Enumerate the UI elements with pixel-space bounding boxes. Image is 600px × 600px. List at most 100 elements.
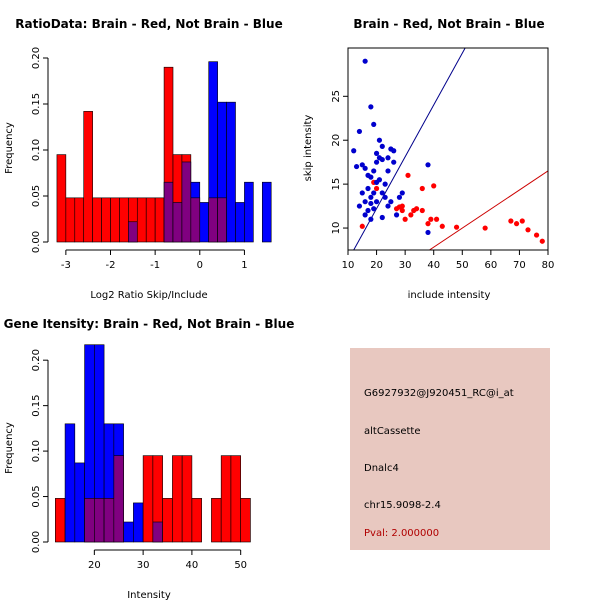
hist1-bar <box>244 181 254 243</box>
hist1-bar <box>154 197 165 243</box>
hist2-y-tick-label: 0.05 <box>31 485 42 507</box>
scatter-point-not-brain <box>356 203 363 209</box>
hist1-overlap-bar <box>181 161 192 243</box>
scatter-point-not-brain <box>362 212 368 218</box>
scatter-point-not-brain <box>373 199 380 205</box>
scatter-point-not-brain <box>425 162 431 168</box>
scatter-point-not-brain <box>368 174 374 180</box>
scatter-point-not-brain <box>365 207 371 214</box>
scatter-point-brain <box>433 216 440 222</box>
scatter-point-not-brain <box>362 165 368 171</box>
hist2-overlap-bar <box>113 455 124 543</box>
scatter-point-not-brain <box>356 128 363 135</box>
scatter-point-brain <box>519 218 525 224</box>
hist1-overlap-bar <box>217 197 227 243</box>
scatter-frame <box>347 47 549 251</box>
hist1-overlap-bar <box>172 202 183 243</box>
intensity-histogram: 20 30 40 50 0.00 0.05 0.10 0.15 0.20 <box>31 344 251 571</box>
hist1-bar <box>145 197 156 243</box>
hist1-x-tick-label: -2 <box>106 260 116 271</box>
scatter-point-not-brain <box>382 194 388 200</box>
hist2-bar <box>172 455 183 543</box>
hist2-bar <box>211 498 222 543</box>
hist2-y-tick-label: 0.10 <box>31 440 42 462</box>
hist1-bar <box>235 202 245 243</box>
scatter-x-tick-label: 70 <box>513 260 526 271</box>
hist2-bar <box>142 455 154 543</box>
scatter-point-brain <box>399 203 405 209</box>
scatter-x-tick-label: 10 <box>342 260 355 271</box>
hist2-bar <box>230 455 241 543</box>
scatter-point-brain <box>431 183 437 189</box>
hist1-bar <box>136 197 147 243</box>
scatter-point-not-brain <box>368 216 374 222</box>
info-probe-id: G6927932@J920451_RC@i_at <box>364 388 514 399</box>
hist1-bar <box>199 202 210 243</box>
scatter-point-not-brain <box>371 121 377 128</box>
hist1-bar <box>92 197 102 243</box>
scatter-point-not-brain <box>425 229 431 236</box>
hist2-x-tick-label: 50 <box>234 560 247 571</box>
hist1-bar <box>261 181 272 243</box>
hist2-y-tick-label: 0.00 <box>31 531 42 553</box>
scatter-point-not-brain <box>371 206 377 212</box>
scatter-point-brain <box>482 225 488 231</box>
hist1-title: RatioData: Brain - Red, Not Brain - Blue <box>15 17 282 31</box>
hist2-bar <box>123 521 134 543</box>
scatter-point-not-brain <box>379 214 385 221</box>
hist2-x-tick-label: 30 <box>137 560 150 571</box>
hist2-overlap-bar <box>103 498 115 543</box>
hist1-overlap-bar <box>128 221 138 243</box>
scatter-point-not-brain <box>368 194 374 200</box>
scatter-point-not-brain <box>351 148 357 154</box>
info-gene: Dnalc4 <box>364 463 399 474</box>
hist1-bar <box>119 197 129 243</box>
hist1-ylabel: Frequency <box>4 122 15 174</box>
scatter-point-not-brain <box>373 150 380 156</box>
hist2-bar <box>133 502 144 543</box>
scatter-point-not-brain <box>396 194 403 200</box>
scatter-point-brain <box>453 224 460 230</box>
hist2-y-tick-label: 0.15 <box>31 395 42 417</box>
scatter-point-not-brain <box>353 163 360 170</box>
info-panel <box>350 348 550 550</box>
scatter-x-tick-label: 60 <box>484 260 497 271</box>
scatter-point-brain <box>405 172 411 178</box>
scatter-point-brain <box>425 221 431 227</box>
hist1-y-tick-label: 0.05 <box>31 185 42 207</box>
hist1-x-tick-label: -1 <box>150 260 160 271</box>
hist2-ylabel: Frequency <box>4 422 15 474</box>
scatter-point-brain <box>419 185 425 192</box>
hist1-bar <box>101 197 111 243</box>
hist2-overlap-bar <box>84 498 95 543</box>
scatter-point-brain <box>533 232 540 238</box>
scatter-point-not-brain <box>379 143 385 149</box>
scatter-plot-area <box>351 48 548 250</box>
hist2-bar <box>240 498 251 543</box>
scatter-point-not-brain <box>376 177 383 183</box>
scatter-point-brain <box>539 238 545 244</box>
hist2-bar <box>74 462 85 543</box>
blue-regression-line <box>353 48 466 250</box>
scatter-point-brain <box>513 221 520 227</box>
hist1-x-tick-label: -3 <box>61 260 71 271</box>
scatter-point-not-brain <box>368 104 374 110</box>
scatter-x-tick-label: 40 <box>427 260 440 271</box>
hist2-bar <box>64 423 76 543</box>
scatter-point-not-brain <box>399 190 405 196</box>
hist1-bar <box>226 101 236 243</box>
scatter-ylabel: skip intensity <box>303 115 314 182</box>
hist2-bar <box>55 498 66 543</box>
scatter-point-brain <box>439 223 445 229</box>
hist2-bar <box>220 455 232 543</box>
scatter-point-brain <box>525 227 531 233</box>
hist1-overlap-bar <box>208 197 218 243</box>
scatter-point-brain <box>428 216 434 222</box>
hist1-y-tick-label: 0.00 <box>31 231 42 253</box>
intensity-scatter: 10 20 30 40 50 60 70 80 10 15 20 25 <box>331 47 554 271</box>
scatter-point-not-brain <box>385 155 391 161</box>
hist2-bar <box>162 498 173 543</box>
scatter-point-not-brain <box>391 159 397 165</box>
scatter-point-not-brain <box>385 168 391 174</box>
scatter-point-not-brain <box>373 159 380 165</box>
